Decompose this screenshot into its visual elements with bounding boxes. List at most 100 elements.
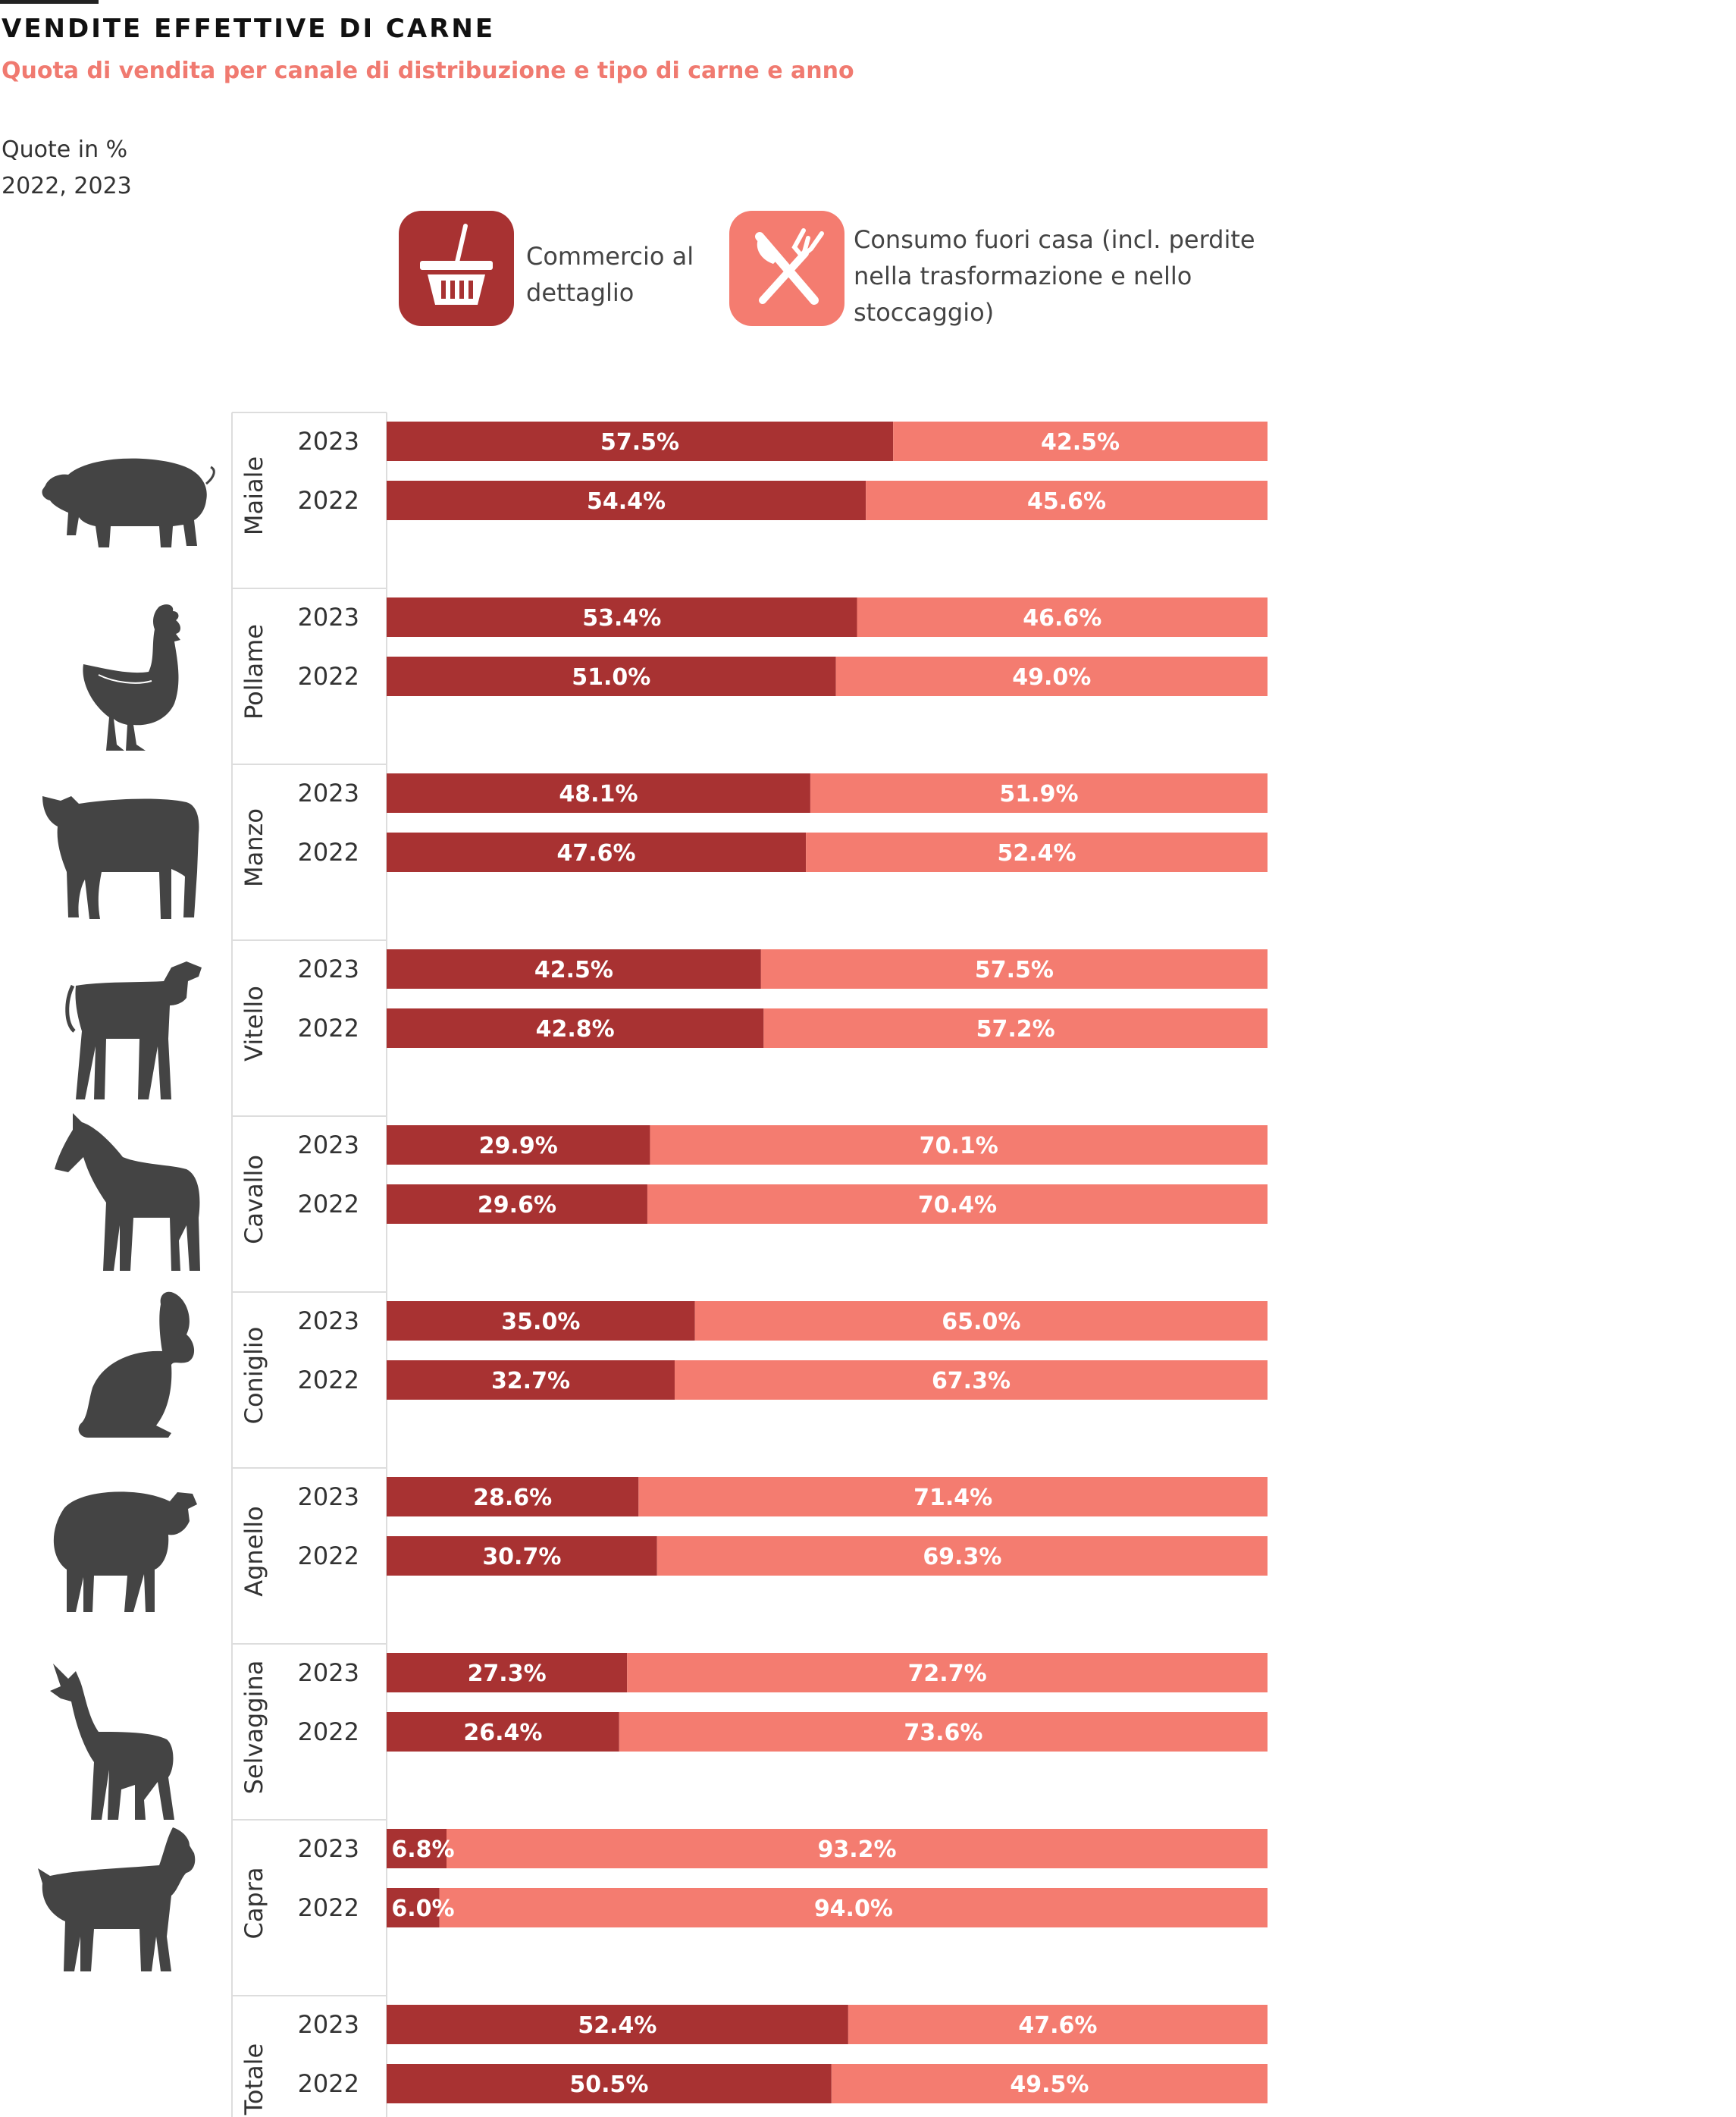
bar-away <box>627 1653 1268 1692</box>
bar-away <box>656 1536 1268 1576</box>
deer-icon <box>45 1656 182 1826</box>
data-label-retail: 57.5% <box>600 429 679 456</box>
year-label: 2023 <box>298 1834 359 1863</box>
data-label-away: 65.0% <box>942 1309 1020 1335</box>
bar-away <box>857 597 1268 637</box>
data-label-away: 69.3% <box>923 1544 1001 1570</box>
data-label-retail: 29.6% <box>478 1192 556 1218</box>
pig-icon <box>38 447 220 557</box>
data-label-away: 49.0% <box>1012 664 1091 691</box>
year-label: 2023 <box>298 779 359 808</box>
bar-retail <box>387 1360 675 1400</box>
data-label-retail: 27.3% <box>468 1661 547 1687</box>
unit-note: Quote in % <box>2 136 128 163</box>
bar-retail <box>387 949 761 989</box>
bar-away <box>694 1301 1268 1341</box>
bar-away <box>619 1712 1268 1752</box>
chart-subtitle: Quota di vendita per canale di distribuz… <box>2 58 854 84</box>
year-label: 2023 <box>298 427 359 456</box>
year-label: 2022 <box>298 1190 359 1218</box>
legend-retail-label: Commercio al dettaglio <box>526 242 694 307</box>
data-label-away: 45.6% <box>1027 488 1106 515</box>
knife-fork-icon <box>729 211 844 326</box>
bar-away <box>866 481 1268 520</box>
year-label: 2022 <box>298 1366 359 1394</box>
year-label: 2022 <box>298 662 359 691</box>
title-rule <box>0 0 99 4</box>
data-label-retail: 51.0% <box>572 664 650 691</box>
horse-icon <box>50 1112 202 1281</box>
rabbit-icon <box>73 1289 209 1444</box>
data-label-retail: 42.5% <box>534 957 613 983</box>
bar-away <box>810 773 1268 813</box>
bar-retail <box>387 1477 639 1516</box>
data-label-retail: 48.1% <box>559 781 638 808</box>
data-label-away: 71.4% <box>913 1485 992 1511</box>
bar-away <box>760 949 1268 989</box>
chart-title: VENDITE EFFETTIVE DI CARNE <box>2 14 496 44</box>
bar-away <box>638 1477 1268 1516</box>
bar-away <box>650 1125 1268 1165</box>
category-label: Totale <box>240 2043 268 2115</box>
data-label-retail: 54.4% <box>587 488 666 515</box>
data-label-away: 47.6% <box>1018 2012 1097 2039</box>
year-label: 2022 <box>298 1014 359 1043</box>
goat-icon <box>38 1823 197 1977</box>
data-label-retail: 47.6% <box>557 840 636 867</box>
data-label-retail: 30.7% <box>482 1544 561 1570</box>
bar-retail <box>387 1125 650 1165</box>
cow-icon <box>38 789 205 928</box>
bar-retail <box>387 657 836 696</box>
data-label-away: 70.4% <box>918 1192 997 1218</box>
data-label-away: 52.4% <box>998 840 1076 867</box>
year-label: 2023 <box>298 1131 359 1159</box>
bar-retail <box>387 1184 647 1224</box>
data-label-retail: 53.4% <box>582 605 661 632</box>
data-label-away: 42.5% <box>1041 429 1120 456</box>
year-label: 2023 <box>298 955 359 983</box>
data-label-retail: 6.8% <box>391 1836 454 1863</box>
data-label-away: 57.2% <box>976 1016 1055 1043</box>
category-label: Manzo <box>240 808 268 887</box>
year-label: 2022 <box>298 2069 359 2098</box>
data-label-away: 70.1% <box>920 1133 998 1159</box>
data-label-retail: 29.9% <box>479 1133 558 1159</box>
bar-retail <box>387 1653 628 1692</box>
data-label-away: 67.3% <box>932 1368 1011 1394</box>
category-label: Vitello <box>240 986 268 1062</box>
bar-retail <box>387 1712 619 1752</box>
data-label-retail: 32.7% <box>491 1368 570 1394</box>
bar-retail <box>387 1301 695 1341</box>
shopping-basket-icon <box>399 211 514 326</box>
data-label-retail: 35.0% <box>501 1309 580 1335</box>
data-label-retail: 28.6% <box>473 1485 552 1511</box>
bar-retail <box>387 2064 832 2103</box>
data-label-away: 72.7% <box>908 1661 987 1687</box>
category-label: Capra <box>240 1867 268 1939</box>
data-label-retail: 52.4% <box>578 2012 656 2039</box>
bar-retail <box>387 422 894 461</box>
bar-away <box>835 657 1268 696</box>
calf-icon <box>58 955 209 1110</box>
bar-away <box>763 1008 1268 1048</box>
data-label-away: 51.9% <box>999 781 1078 808</box>
years-note: 2022, 2023 <box>2 173 132 199</box>
chicken-icon <box>76 599 212 761</box>
bar-retail <box>387 1008 764 1048</box>
data-label-away: 57.5% <box>975 957 1054 983</box>
bar-retail <box>387 481 866 520</box>
data-label-away: 49.5% <box>1010 2072 1089 2098</box>
year-label: 2023 <box>298 603 359 632</box>
year-label: 2022 <box>298 1717 359 1746</box>
data-label-away: 46.6% <box>1023 605 1101 632</box>
bar-retail <box>387 2005 848 2044</box>
bar-retail <box>387 773 810 813</box>
year-label: 2022 <box>298 1893 359 1922</box>
bar-away <box>647 1184 1268 1224</box>
data-label-away: 93.2% <box>817 1836 896 1863</box>
data-label-retail: 26.4% <box>463 1720 542 1746</box>
year-label: 2022 <box>298 486 359 515</box>
bar-away <box>674 1360 1268 1400</box>
category-label: Selvaggina <box>240 1661 268 1795</box>
